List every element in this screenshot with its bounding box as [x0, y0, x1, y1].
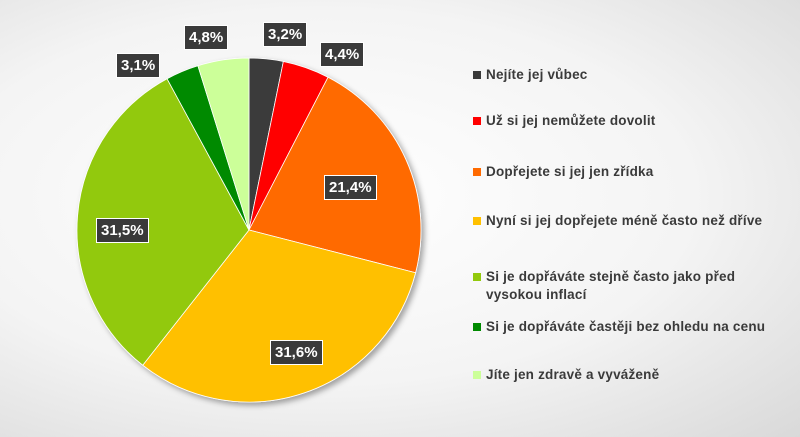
legend-item: Už si jej nemůžete dovolit	[473, 112, 773, 130]
data-label: 3,1%	[116, 53, 161, 78]
legend-item: Nyní si jej dopřejete méně často než dří…	[473, 212, 773, 230]
legend-label: Si je dopřáváte stejně často jako před v…	[486, 269, 736, 302]
data-label: 3,2%	[263, 22, 308, 47]
legend-swatch	[473, 117, 481, 125]
legend-label: Si je dopřáváte častěji bez ohledu na ce…	[486, 319, 766, 334]
legend-swatch	[473, 217, 481, 225]
legend-item: Si je dopřáváte častěji bez ohledu na ce…	[473, 318, 773, 336]
data-label: 31,5%	[96, 218, 149, 243]
data-label: 31,6%	[270, 340, 323, 365]
legend-swatch	[473, 371, 481, 379]
legend-swatch	[473, 71, 481, 79]
data-label: 4,8%	[184, 25, 229, 50]
legend-item: Si je dopřáváte stejně často jako před v…	[473, 268, 773, 304]
legend-item: Dopřejete si jej jen zřídka	[473, 163, 773, 181]
legend-item: Nejíte jej vůbec	[473, 66, 773, 84]
pie-slice	[76, 78, 250, 366]
legend-swatch	[473, 273, 481, 281]
data-label: 4,4%	[320, 42, 365, 67]
legend-swatch	[473, 323, 481, 331]
legend-item: Jíte jen zdravě a vyváženě	[473, 366, 773, 384]
legend-label: Nyní si jej dopřejete méně často než dří…	[486, 213, 763, 228]
data-label: 21,4%	[324, 175, 377, 200]
legend-label: Jíte jen zdravě a vyváženě	[486, 367, 660, 382]
legend-swatch	[473, 168, 481, 176]
legend-label: Nejíte jej vůbec	[486, 67, 588, 82]
legend-label: Dopřejete si jej jen zřídka	[486, 164, 654, 179]
pie-slice	[142, 229, 417, 403]
pie-slice	[197, 57, 250, 231]
legend-label: Už si jej nemůžete dovolit	[486, 113, 656, 128]
